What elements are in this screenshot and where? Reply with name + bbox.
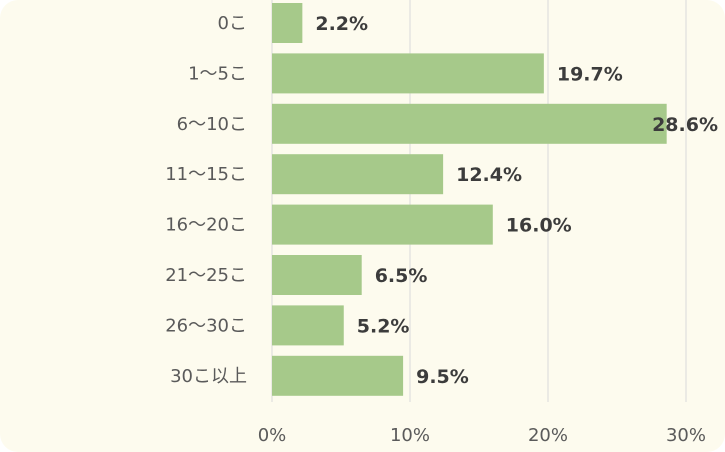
- value-label: 5.2%: [357, 315, 410, 337]
- bars: [272, 3, 667, 396]
- category-label: 6～10こ: [177, 114, 247, 135]
- x-tick-label: 0%: [258, 425, 287, 446]
- value-label: 12.4%: [456, 164, 522, 186]
- bar: [272, 255, 362, 295]
- category-label: 26～30こ: [165, 315, 247, 336]
- x-tick-label: 30%: [666, 425, 706, 446]
- x-tick-label: 10%: [390, 425, 430, 446]
- category-label: 16～20こ: [165, 215, 247, 236]
- category-labels: 0こ 1～5こ 6～10こ 11～15こ 16～20こ 21～25こ 26～30こ 30こ以上: [165, 13, 247, 387]
- value-label: 28.6%: [652, 114, 718, 136]
- x-tick-label: 20%: [528, 425, 568, 446]
- category-label: 21～25こ: [165, 265, 247, 286]
- bar: [272, 305, 344, 346]
- bar: [272, 3, 303, 43]
- category-label: 11～15こ: [165, 164, 247, 185]
- bar: [272, 355, 404, 396]
- category-label: 1～5こ: [188, 63, 247, 84]
- bar: [272, 103, 667, 144]
- bar: [272, 154, 444, 195]
- bar: [272, 53, 544, 94]
- category-label: 30こ以上: [170, 366, 247, 387]
- value-labels: 2.2% 19.7% 28.6% 12.4% 16.0% 6.5% 5.2% 9.5%: [315, 13, 718, 388]
- value-label: 6.5%: [375, 265, 428, 287]
- x-axis-tick-labels: 0% 10% 20% 30%: [258, 425, 706, 446]
- bar: [272, 204, 493, 245]
- category-label: 0こ: [218, 13, 247, 34]
- value-label: 16.0%: [506, 215, 572, 237]
- value-label: 9.5%: [416, 366, 469, 388]
- value-label: 19.7%: [557, 63, 623, 85]
- value-label: 2.2%: [315, 13, 368, 35]
